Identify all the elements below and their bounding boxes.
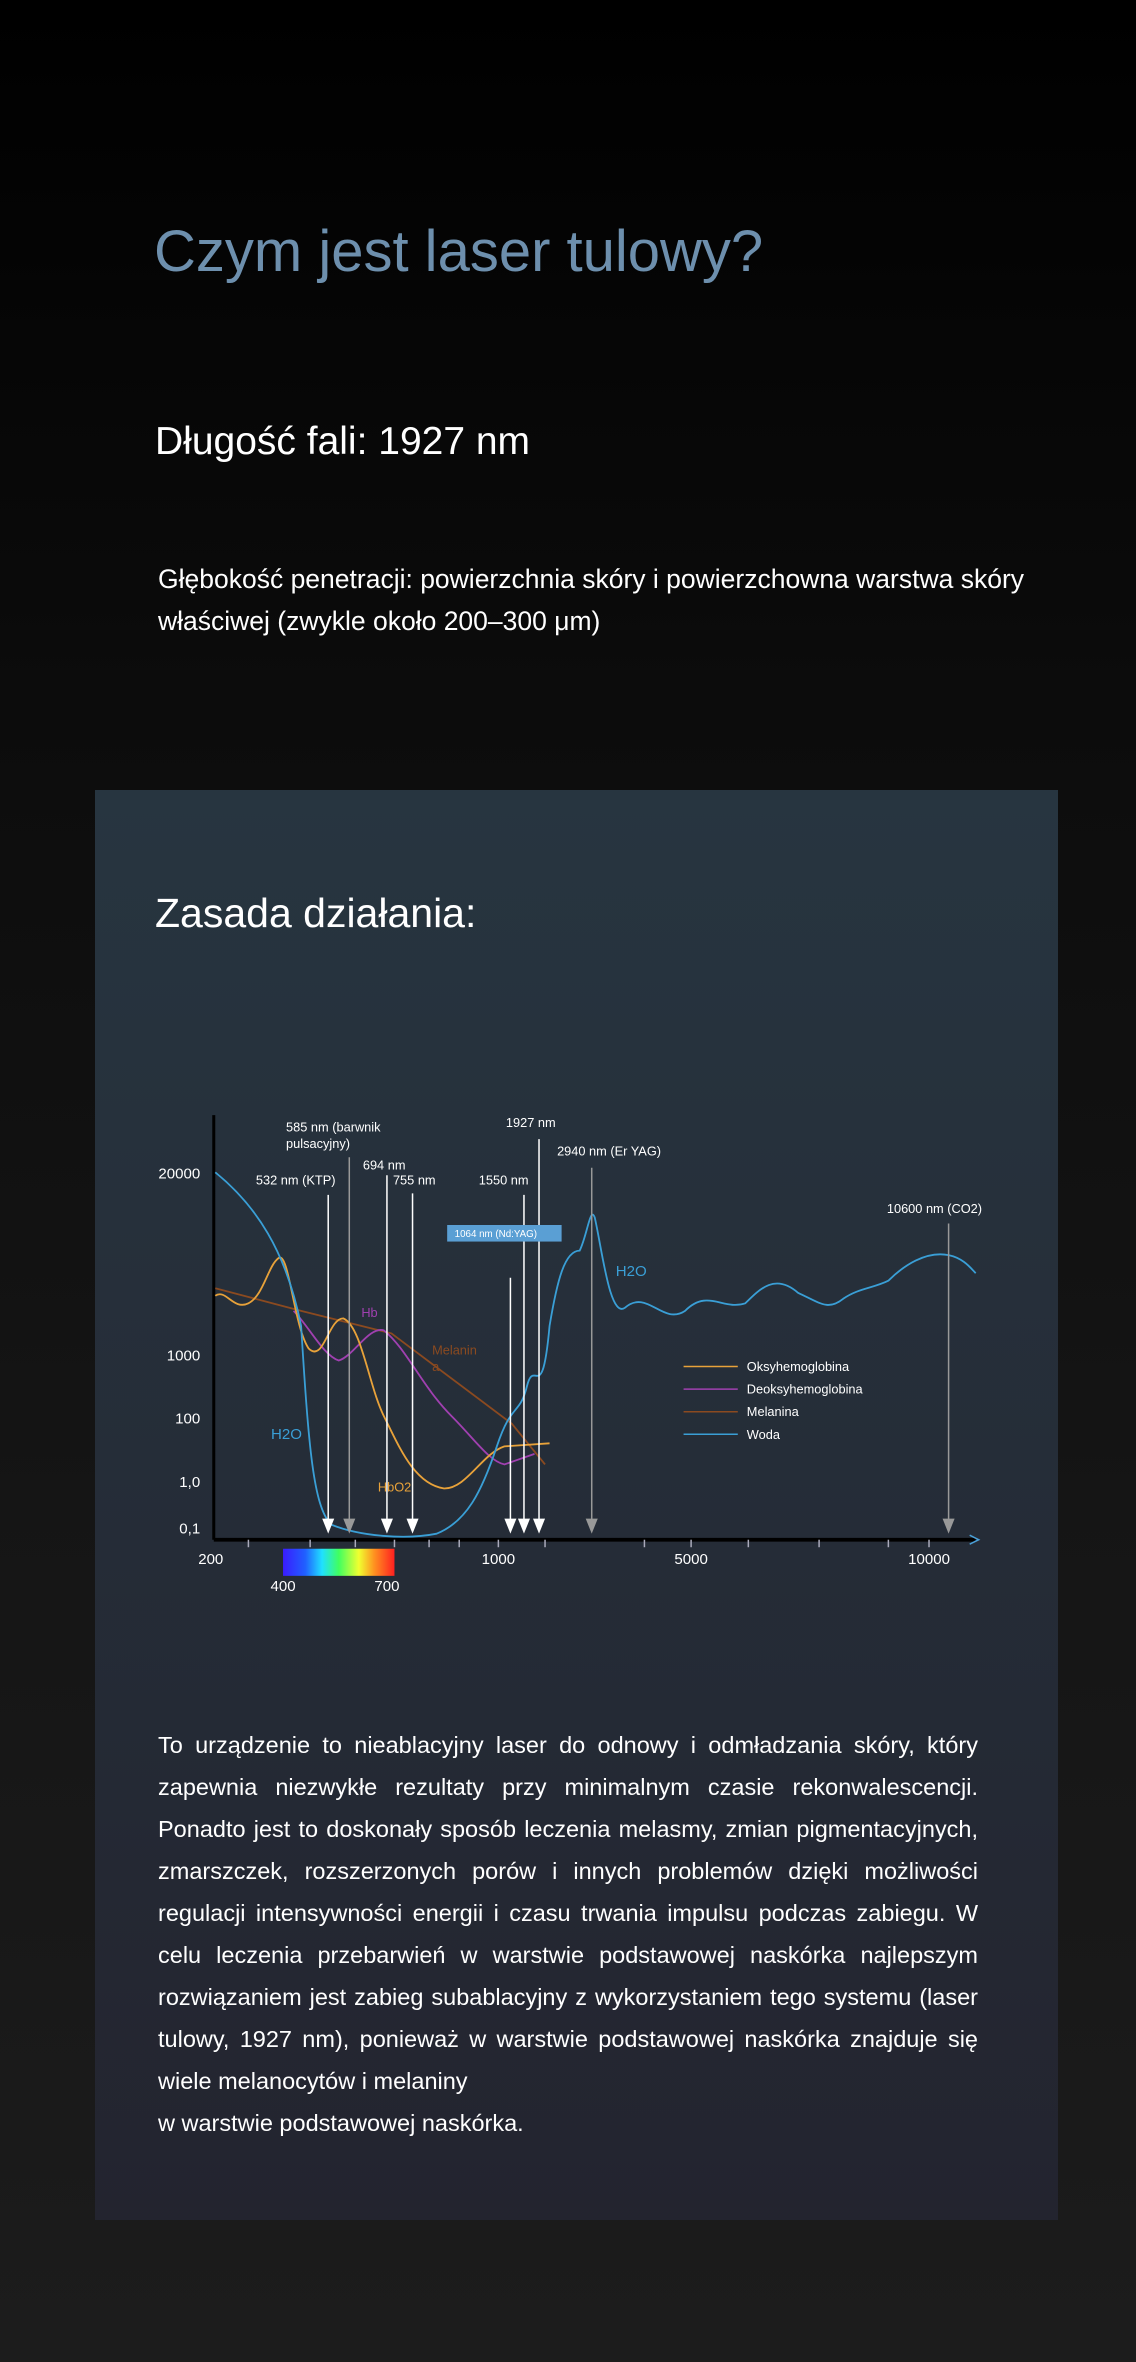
- laser-arrows: [322, 1139, 955, 1534]
- curve-label: H2O: [616, 1263, 647, 1280]
- wavelength-label: 755 nm: [393, 1172, 436, 1187]
- spectrum-label: 700: [374, 1578, 399, 1595]
- panel: [95, 790, 1058, 2220]
- page-title: Czym jest laser tulowy?: [154, 219, 764, 284]
- section-title: Zasada działania:: [155, 890, 477, 936]
- body-text: To urządzenie to nieablacyjny laser do o…: [158, 1724, 978, 2144]
- spectrum-label: 400: [270, 1578, 295, 1595]
- wavelength-label: 694 nm: [363, 1157, 406, 1172]
- hbo2-curve: [214, 1257, 550, 1490]
- curve-label: Melanin: [432, 1342, 477, 1357]
- ndyag-box: [447, 1224, 562, 1242]
- curve-label: HbO2: [378, 1480, 411, 1495]
- wavelength-label: 585 nm (barwnik: [286, 1120, 381, 1135]
- x-label: 5000: [674, 1551, 707, 1568]
- wavelength-label: 1064 nm (Nd:YAG): [455, 1229, 537, 1240]
- curve-label: H2O: [271, 1426, 302, 1443]
- x-label: 1000: [482, 1551, 515, 1568]
- wavelength-label: 10600 nm (CO2): [887, 1201, 982, 1216]
- wavelength-label: 1550 nm: [479, 1172, 529, 1187]
- wavelength: Długość fali: 1927 nm: [155, 420, 531, 463]
- axis-arrow: [969, 1534, 981, 1545]
- visible-spectrum: [283, 1548, 395, 1576]
- legend-label: Melanina: [747, 1404, 800, 1419]
- x-label: 200: [198, 1551, 223, 1568]
- y-labels: 20000 1000 100 1,0 0,1: [158, 1165, 200, 1537]
- legend-label: Woda: [747, 1427, 781, 1442]
- x-labels: 200 1000 5000 10000 400 700: [198, 1551, 950, 1595]
- legend: Oksyhemoglobina Deoksyhemoglobina Melani…: [683, 1359, 864, 1442]
- y-label: 0,1: [179, 1521, 200, 1538]
- legend-label: Deoksyhemoglobina: [747, 1382, 864, 1397]
- paragraph: w warstwie podstawowej naskórka.: [158, 2110, 524, 2136]
- y-label: 1,0: [179, 1474, 200, 1491]
- melanin-curve: [215, 1287, 546, 1465]
- paragraph: To urządzenie to nieablacyjny laser do o…: [158, 1732, 978, 2094]
- wavelength-label: 2940 nm (Er YAG): [557, 1144, 661, 1159]
- x-ticks: [247, 1539, 930, 1548]
- y-label: 20000: [158, 1165, 200, 1182]
- depth: Głębokość penetracji: powierzchnia skóry…: [158, 564, 1025, 636]
- wavelength-label: 1927 nm: [506, 1115, 556, 1130]
- absorption-figure: 585 nm (barwnik pulsacyjny) 532 nm (KTP)…: [158, 1115, 982, 1595]
- legend-label: Oksyhemoglobina: [747, 1359, 850, 1374]
- x-label: 10000: [908, 1551, 950, 1568]
- y-label: 100: [175, 1411, 200, 1428]
- wavelength-label: 532 nm (KTP): [256, 1172, 336, 1187]
- wavelength-label: pulsacyjny): [286, 1136, 350, 1151]
- curve-label: Hb: [361, 1305, 377, 1320]
- y-label: 1000: [167, 1348, 200, 1365]
- curve-label: a: [432, 1359, 440, 1374]
